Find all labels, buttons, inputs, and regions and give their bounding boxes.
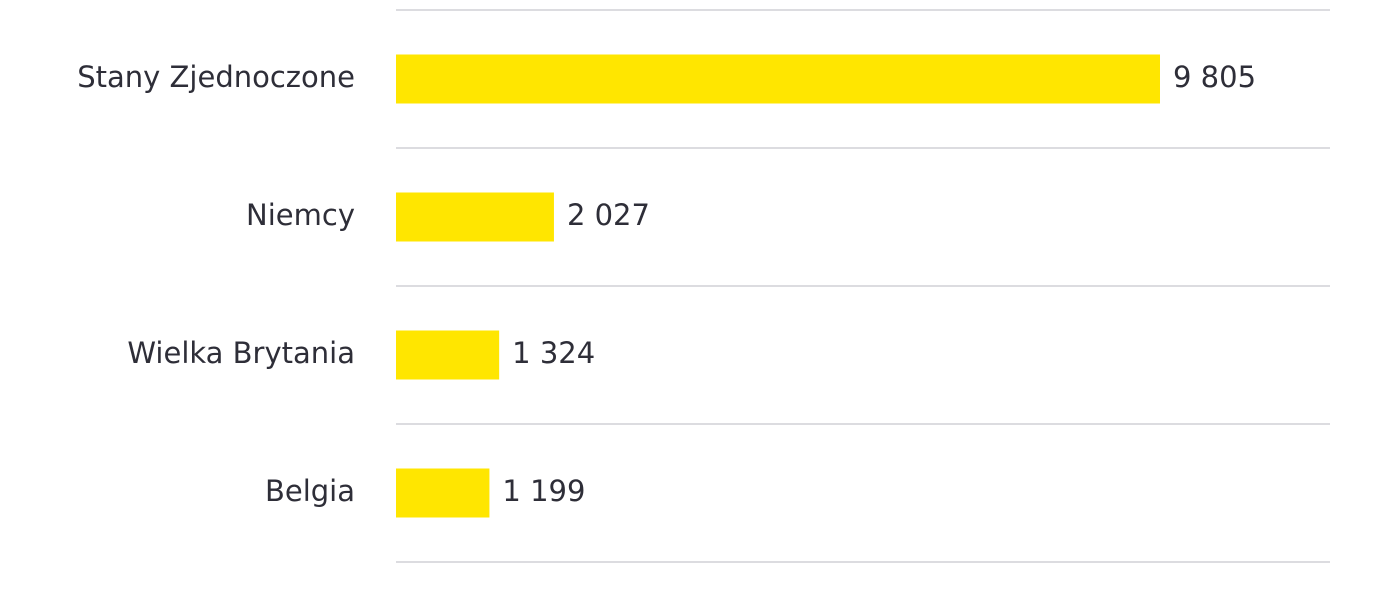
- bar: [396, 330, 500, 380]
- value-label: 1 199: [502, 474, 585, 508]
- category-label: Wielka Brytania: [127, 336, 355, 370]
- category-label: Stany Zjednoczone: [77, 60, 355, 94]
- bar: [396, 54, 1160, 104]
- category-label: Belgia: [265, 474, 355, 508]
- bar: [396, 192, 554, 242]
- value-label: 1 324: [512, 336, 595, 370]
- value-label: 2 027: [567, 198, 650, 232]
- value-label: 9 805: [1173, 60, 1256, 94]
- bar: [396, 468, 490, 518]
- category-label: Niemcy: [246, 198, 355, 232]
